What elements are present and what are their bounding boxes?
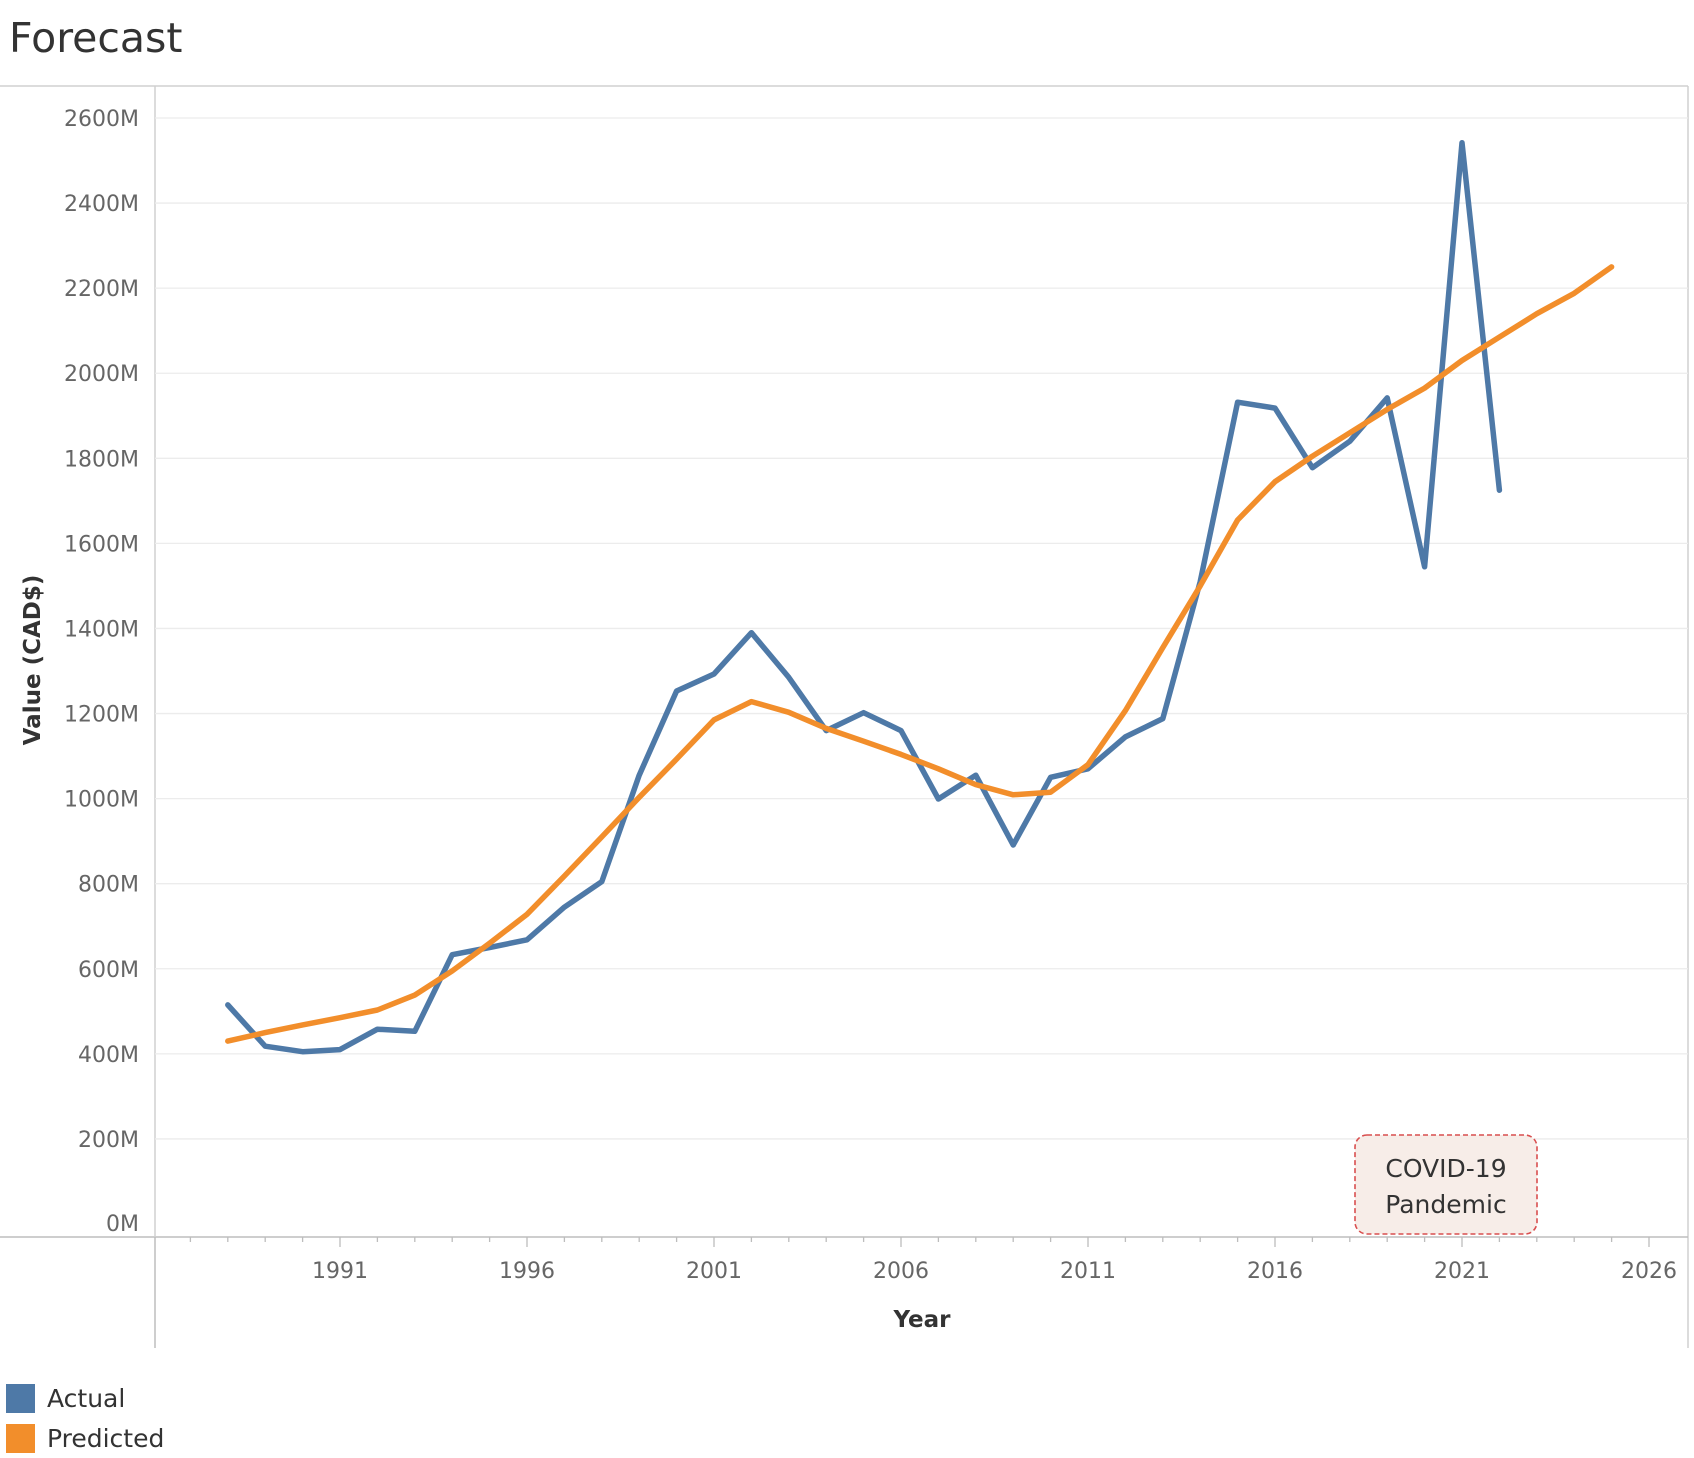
annotation-line-1: COVID-19 — [1385, 1154, 1506, 1183]
chart-frame — [0, 85, 1689, 1348]
y-tick-label: 2200M — [64, 277, 139, 302]
y-tick-label: 200M — [78, 1128, 139, 1153]
x-tick-label: 2006 — [873, 1259, 929, 1284]
y-tick-label: 1800M — [64, 447, 139, 472]
covid-annotation: COVID-19 Pandemic — [1354, 1134, 1538, 1235]
legend: Actual Predicted — [6, 1378, 164, 1458]
legend-label-predicted: Predicted — [47, 1423, 165, 1453]
x-tick-label: 1996 — [499, 1259, 555, 1284]
y-tick-label: 1200M — [64, 703, 139, 728]
series-line-actual — [225, 139, 1503, 1055]
x-axis-ticks: 1991 1996 2001 2006 2011 2016 2021 2026 — [189, 1237, 1677, 1284]
legend-item-predicted[interactable]: Predicted — [6, 1418, 164, 1458]
x-tick-label: 2026 — [1621, 1259, 1677, 1284]
legend-label-actual: Actual — [47, 1383, 126, 1413]
legend-swatch-actual — [6, 1383, 35, 1413]
x-tick-label: 1991 — [312, 1259, 368, 1284]
y-tick-label: 600M — [78, 958, 139, 983]
annotation-box — [1354, 1134, 1538, 1235]
series-line-predicted — [225, 264, 1615, 1044]
y-tick-label: 800M — [78, 873, 139, 898]
x-tick-label: 2016 — [1247, 1259, 1303, 1284]
legend-swatch-predicted — [6, 1423, 35, 1453]
x-tick-label: 2001 — [686, 1259, 742, 1284]
x-axis-label: Year — [892, 1307, 951, 1333]
y-tick-label: 1600M — [64, 532, 139, 557]
y-tick-label: 1400M — [64, 617, 139, 642]
y-tick-label: 2000M — [64, 362, 139, 387]
y-axis-label: Value (CAD$) — [20, 575, 46, 746]
gridlines — [155, 117, 1688, 1140]
annotation-line-2: Pandemic — [1385, 1190, 1506, 1219]
y-tick-label: 1000M — [64, 788, 139, 813]
page-title: Forecast — [9, 14, 183, 62]
legend-item-actual[interactable]: Actual — [6, 1378, 164, 1418]
y-axis-ticks: 0M 200M 400M 600M 800M 1000M 1200M 1400M 1600M 18… — [64, 107, 139, 1237]
y-tick-label: 0M — [106, 1212, 139, 1237]
series-lines — [225, 139, 1615, 1055]
y-tick-label: 2600M — [64, 107, 139, 132]
y-tick-label: 2400M — [64, 192, 139, 217]
x-tick-label: 2011 — [1060, 1259, 1116, 1284]
x-tick-label: 2021 — [1434, 1259, 1490, 1284]
y-tick-label: 400M — [78, 1043, 139, 1068]
